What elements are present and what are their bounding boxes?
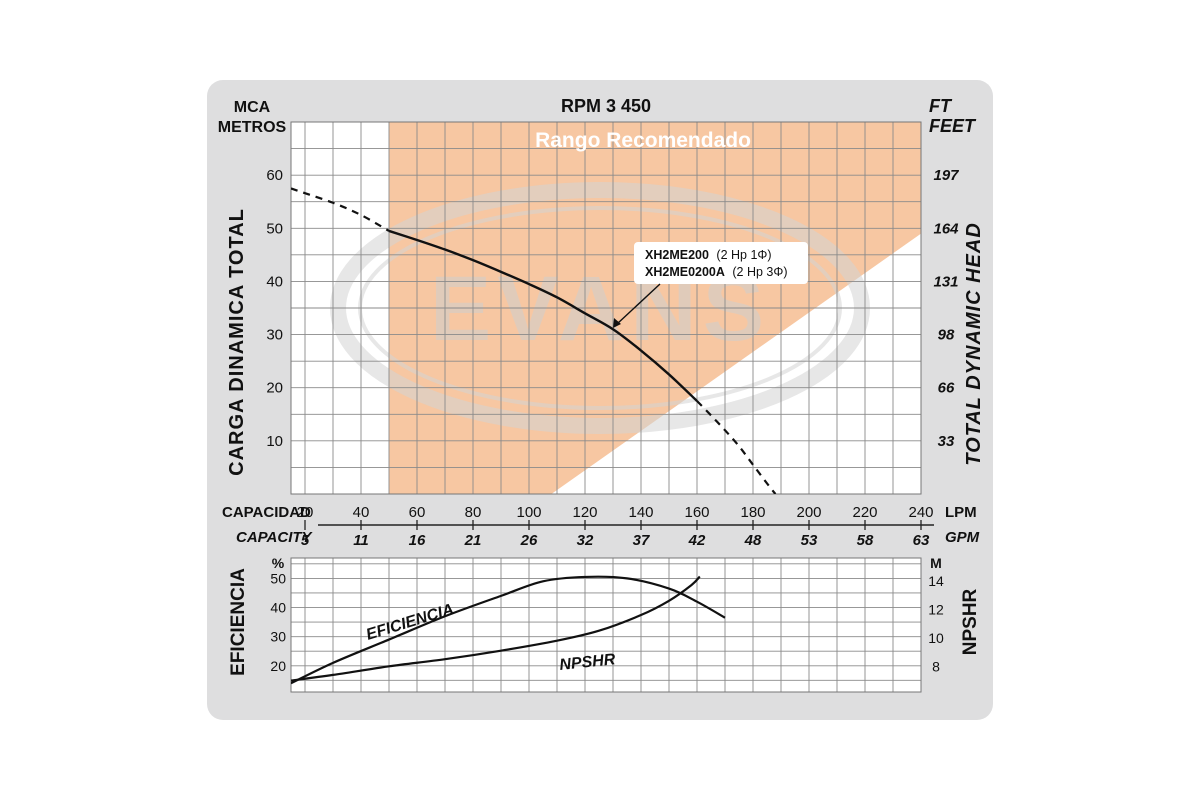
right-unit-top: FT	[929, 96, 953, 116]
gpm-tick-label: 5	[301, 532, 310, 549]
head-curve-dashed-start	[291, 187, 390, 232]
model-1-spec: (2 Hp 1Φ)	[716, 248, 771, 262]
npshr-curve-label: NPSHR	[559, 651, 617, 674]
right-unit-bottom: FEET	[929, 116, 977, 136]
left-axis-title: CARGA DINAMICA TOTAL	[226, 208, 248, 476]
npshr-curve	[291, 575, 701, 682]
lower-left-tick-label: 30	[270, 629, 286, 645]
left-unit-top: MCA	[234, 99, 271, 116]
svg-text:XH2ME0200A (2 Hp 3Φ): XH2ME0200A (2 Hp 3Φ)	[645, 265, 788, 279]
lpm-tick-label: 220	[852, 504, 877, 521]
lower-plot-area	[291, 558, 921, 692]
gpm-tick-label: 32	[577, 532, 594, 549]
x-axis-unit-lpm: LPM	[945, 504, 977, 521]
head-curves	[291, 187, 777, 494]
left-tick-label: 40	[266, 273, 283, 290]
lower-left-tick-label: 40	[270, 600, 286, 616]
x-axis-title-capacidad: CAPACIDAD	[222, 504, 311, 521]
right-tick-label: 164	[933, 220, 959, 237]
recommended-range-label: Rango Recomendado	[535, 129, 751, 152]
right-tick-label: 66	[938, 380, 955, 397]
model-label: XH2ME200 (2 Hp 1Φ) XH2ME0200A (2 Hp 3Φ)	[613, 242, 808, 328]
model-label-pointer	[616, 283, 661, 325]
head-curve-solid	[388, 229, 698, 402]
left-tick-label: 60	[266, 167, 283, 184]
lpm-tick-label: 60	[409, 504, 426, 521]
gpm-tick-label: 11	[353, 532, 369, 549]
efficiency-npshr-curves	[291, 575, 726, 685]
lpm-tick-label: 40	[353, 504, 370, 521]
lower-right-unit: M	[930, 555, 942, 571]
right-tick-label: 98	[938, 327, 955, 344]
upper-grid	[291, 122, 921, 494]
head-curve-dashed-end	[696, 400, 777, 494]
lpm-tick-label: 240	[908, 504, 933, 521]
gpm-tick-label: 48	[744, 532, 762, 549]
left-tick-label: 50	[266, 220, 283, 237]
lower-right-axis-title: NPSHR	[960, 588, 981, 655]
lpm-tick-label: 100	[516, 504, 541, 521]
gpm-tick-label: 26	[520, 532, 538, 549]
lpm-tick-label: 160	[684, 504, 709, 521]
lower-left-tick-label: 20	[270, 658, 286, 674]
svg-text:XH2ME200 (2 Hp 1Φ): XH2ME200 (2 Hp 1Φ)	[645, 248, 772, 262]
gpm-tick-label: 42	[688, 532, 706, 549]
efficiency-curve	[291, 575, 726, 685]
chart-title: RPM 3 450	[561, 96, 651, 116]
lpm-tick-label: 120	[572, 504, 597, 521]
right-tick-label: 131	[933, 273, 958, 290]
model-2-spec: (2 Hp 3Φ)	[732, 265, 787, 279]
lpm-tick-label: 140	[628, 504, 653, 521]
left-tick-label: 20	[266, 380, 283, 397]
lower-left-axis-title: EFICIENCIA	[228, 568, 249, 676]
left-tick-label: 10	[266, 433, 283, 450]
right-tick-label: 33	[938, 433, 955, 450]
lpm-tick-label: 180	[740, 504, 765, 521]
lpm-tick-label: 20	[297, 504, 314, 521]
lower-right-tick-label: 12	[928, 601, 944, 617]
gpm-tick-label: 53	[801, 532, 818, 549]
gpm-tick-label: 21	[464, 532, 482, 549]
model-2-name: XH2ME0200A	[645, 265, 725, 279]
x-axis-title-capacity: CAPACITY	[236, 529, 314, 546]
gpm-tick-label: 16	[409, 532, 426, 549]
gpm-tick-label: 63	[913, 532, 930, 549]
left-tick-label: 30	[266, 327, 283, 344]
lower-left-unit: %	[272, 555, 285, 571]
x-axis-unit-gpm: GPM	[945, 529, 980, 546]
model-1-name: XH2ME200	[645, 248, 709, 262]
right-tick-label: 197	[933, 167, 959, 184]
gpm-tick-label: 37	[633, 532, 650, 549]
right-axis-title: TOTAL DYNAMIC HEAD	[963, 222, 985, 466]
lpm-tick-label: 200	[796, 504, 821, 521]
lower-right-tick-label: 8	[932, 658, 940, 674]
lower-left-tick-label: 50	[270, 570, 286, 586]
lower-right-tick-label: 14	[928, 573, 944, 589]
gpm-tick-label: 58	[857, 532, 874, 549]
lower-right-tick-label: 10	[928, 630, 944, 646]
left-unit-bottom: METROS	[218, 119, 287, 136]
lpm-tick-label: 80	[465, 504, 482, 521]
